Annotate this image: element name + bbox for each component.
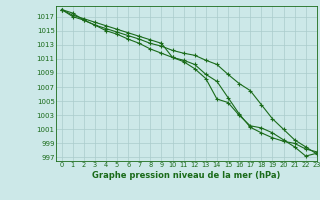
X-axis label: Graphe pression niveau de la mer (hPa): Graphe pression niveau de la mer (hPa) [92,171,281,180]
